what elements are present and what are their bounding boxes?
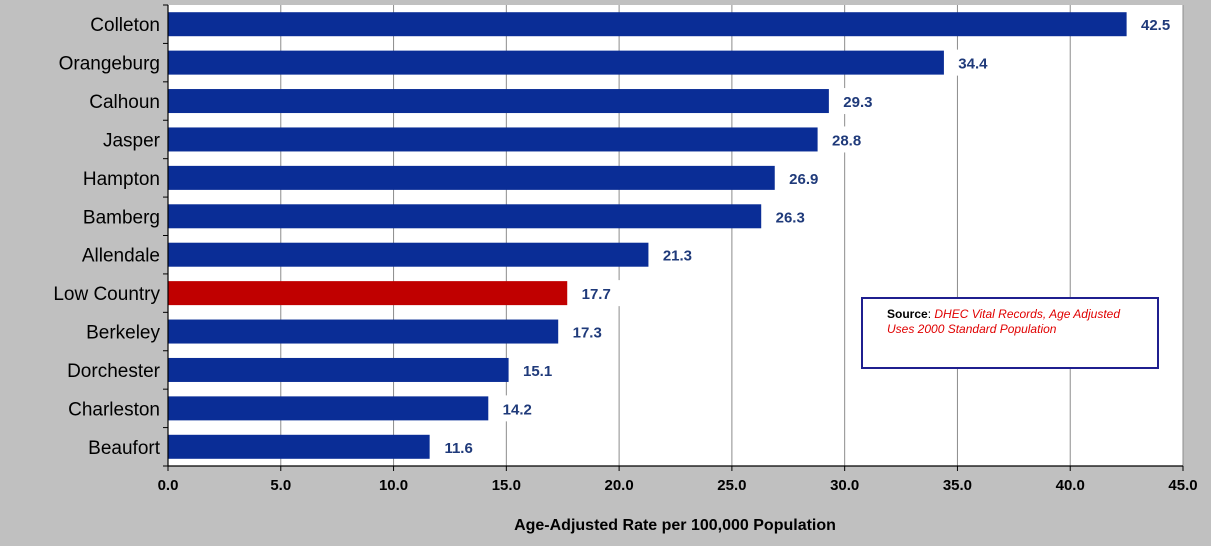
- value-label: 34.4: [958, 56, 988, 73]
- bar: [168, 319, 559, 344]
- x-tick-label: 10.0: [379, 477, 408, 494]
- value-label: 17.7: [582, 286, 611, 303]
- category-label: Charleston: [68, 399, 160, 420]
- bar: [168, 434, 430, 459]
- value-label: 29.3: [843, 94, 872, 111]
- source-separator: :: [927, 307, 935, 321]
- value-label: 11.6: [444, 440, 472, 457]
- bar: [168, 89, 829, 114]
- bar: [168, 165, 775, 190]
- x-tick-label: 5.0: [270, 477, 291, 494]
- bar: [168, 127, 818, 152]
- value-label: 21.3: [663, 248, 692, 265]
- x-tick-label: 15.0: [492, 477, 521, 494]
- x-tick-label: 40.0: [1056, 477, 1085, 494]
- bar: [168, 396, 489, 421]
- category-label: Low Country: [53, 284, 160, 305]
- x-tick-label: 0.0: [158, 477, 179, 494]
- source-text: DHEC Vital Records, Age Adjusted Uses 20…: [887, 307, 1121, 336]
- value-label: 15.1: [523, 363, 552, 380]
- bar: [168, 50, 944, 75]
- bar: [168, 242, 649, 267]
- value-label-bg: [778, 164, 829, 191]
- value-label-bg: [832, 88, 883, 115]
- gridlines: [280, 5, 1184, 466]
- value-label-bg: [512, 356, 563, 383]
- value-label: 42.5: [1141, 17, 1170, 34]
- value-label-bg: [433, 433, 484, 460]
- category-label: Dorchester: [67, 361, 161, 382]
- bars: 42.5 34.4 29.3 28.8 26.9 26.3 21.3 17.7 17.3 15.1…: [168, 11, 1181, 460]
- x-tick-label: 45.0: [1168, 477, 1197, 494]
- value-label-bg: [821, 126, 872, 153]
- category-label: Colleton: [90, 15, 160, 36]
- category-label: Bamberg: [83, 207, 160, 228]
- value-label-bg: [492, 395, 543, 422]
- category-label: Calhoun: [89, 92, 160, 113]
- value-label: 26.3: [776, 209, 805, 226]
- plot-area: [168, 5, 1183, 466]
- value-label: 17.3: [573, 325, 602, 342]
- value-label: 26.9: [789, 171, 818, 188]
- category-label: Berkeley: [86, 323, 160, 344]
- category-label: Orangeburg: [59, 54, 160, 75]
- category-label: Jasper: [103, 130, 161, 151]
- value-label: 28.8: [832, 132, 861, 149]
- bar: [168, 281, 568, 306]
- category-label: Allendale: [82, 246, 160, 267]
- bar: [168, 204, 762, 229]
- x-tick-label: 25.0: [717, 477, 746, 494]
- bar: [168, 357, 509, 382]
- value-label-bg: [1130, 11, 1181, 38]
- x-tick-label: 35.0: [943, 477, 972, 494]
- value-label-bg: [562, 318, 613, 345]
- x-tick-label: 20.0: [605, 477, 634, 494]
- value-label-bg: [652, 241, 703, 268]
- value-label: 14.2: [503, 401, 532, 418]
- bar: [168, 12, 1127, 37]
- source-label: Source: [887, 307, 928, 321]
- value-label-bg: [571, 280, 622, 307]
- x-tick-label: 30.0: [830, 477, 859, 494]
- axes: 0.0 5.0 10.0 15.0 20.0 25.0 30.0 35.0 40.0 45.0 Co…: [53, 4, 1198, 494]
- category-label: Hampton: [83, 169, 160, 190]
- source-note: Source: DHEC Vital Records, Age Adjusted…: [861, 297, 1159, 369]
- category-label: Beaufort: [88, 438, 161, 459]
- value-label-bg: [765, 203, 816, 230]
- x-axis-title: Age-Adjusted Rate per 100,000 Population: [514, 517, 836, 534]
- value-label-bg: [947, 49, 998, 76]
